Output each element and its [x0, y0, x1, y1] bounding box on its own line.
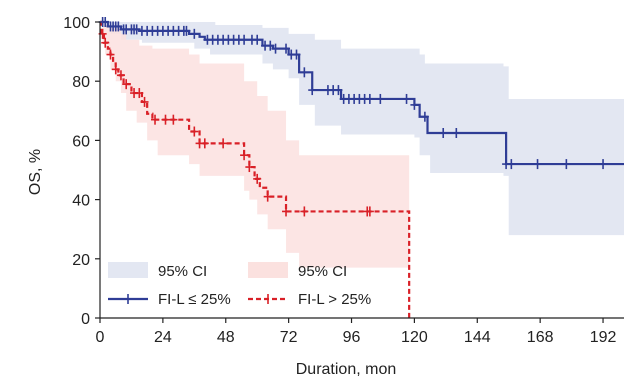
censor-mark: [365, 93, 374, 104]
censor-mark: [219, 138, 228, 149]
censor-mark: [240, 34, 249, 45]
censor-mark: [308, 85, 317, 96]
censor-mark: [300, 67, 309, 78]
censor-mark: [376, 93, 385, 104]
censor-mark: [365, 206, 374, 217]
censor-mark: [114, 21, 123, 32]
censor-mark: [253, 34, 262, 45]
censor-mark: [161, 114, 170, 125]
censor-mark: [300, 206, 309, 217]
x-tick-label: 96: [343, 329, 361, 346]
censor-mark: [200, 138, 209, 149]
y-tick-label: 100: [63, 15, 90, 32]
y-tick-label: 60: [72, 133, 90, 150]
censor-mark: [599, 159, 608, 170]
x-tick-label: 120: [401, 329, 428, 346]
censor-mark: [266, 40, 275, 51]
censor-mark: [334, 85, 343, 96]
ci-band-series-1: [100, 22, 624, 236]
x-tick-label: 192: [590, 329, 617, 346]
x-tick-label: 72: [280, 329, 298, 346]
censor-mark: [169, 114, 178, 125]
censor-mark: [111, 64, 120, 75]
y-tick-label: 0: [81, 311, 90, 328]
censor-mark: [240, 150, 249, 161]
censor-mark: [190, 28, 199, 39]
x-tick-label: 144: [464, 329, 491, 346]
censor-mark: [122, 79, 131, 90]
censor-mark: [452, 128, 461, 138]
ci-band-series-2: [100, 22, 410, 268]
censor-mark: [140, 96, 149, 107]
censor-mark: [101, 37, 110, 48]
censor-mark: [292, 49, 301, 60]
y-tick-label: 40: [72, 193, 90, 210]
censor-mark: [135, 88, 144, 99]
axes: 0 24 48 72 96 120 144 168 192 0 20 40 60 80 100: [63, 15, 624, 346]
legend-ci-label-2: 95% CI: [298, 263, 347, 280]
legend-ci-swatch-2: [248, 262, 288, 278]
censor-mark: [182, 25, 191, 36]
censor-mark: [402, 93, 411, 104]
x-tick-label: 168: [527, 329, 554, 346]
y-tick-label: 80: [72, 74, 90, 91]
censor-mark: [132, 24, 141, 35]
legend: 95% CI 95% CI FI-L ≤ 25% FI-L > 25%: [108, 262, 371, 308]
censor-mark: [562, 159, 571, 170]
censor-mark: [190, 126, 199, 137]
censor-mark: [151, 114, 160, 125]
censor-mark: [116, 70, 125, 81]
censor-mark: [253, 173, 262, 184]
legend-ci-swatch-1: [108, 262, 148, 278]
legend-series-label-1: FI-L ≤ 25%: [158, 291, 231, 308]
censor-mark: [101, 17, 110, 27]
censor-mark: [282, 206, 291, 217]
x-tick-label: 24: [154, 329, 172, 346]
x-tick-label: 0: [96, 329, 105, 346]
legend-series-label-2: FI-L > 25%: [298, 291, 371, 308]
censor-mark: [271, 43, 280, 54]
censor-marks: [98, 17, 608, 217]
censor-mark: [282, 43, 291, 54]
ci-bands: [100, 22, 624, 268]
censor-mark: [507, 159, 516, 170]
censor-mark: [263, 191, 272, 202]
censor-mark: [410, 99, 419, 110]
censor-mark: [420, 111, 429, 122]
censor-mark: [245, 162, 254, 173]
y-axis-title: OS, %: [27, 149, 44, 195]
censor-mark: [533, 159, 542, 170]
y-tick-label: 20: [72, 252, 90, 269]
censor-mark: [106, 49, 115, 60]
legend-ci-label-1: 95% CI: [158, 263, 207, 280]
x-tick-label: 48: [217, 329, 235, 346]
x-axis-title: Duration, mon: [296, 361, 397, 378]
censor-mark: [439, 128, 448, 138]
